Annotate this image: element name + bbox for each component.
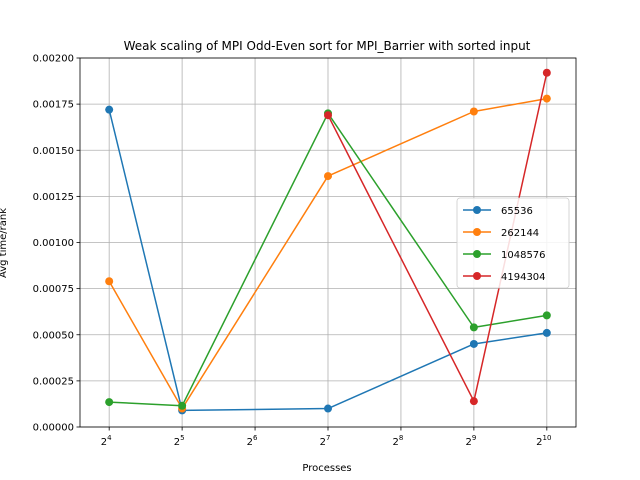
series-4194304 [324, 68, 551, 406]
data-point [542, 94, 551, 103]
y-tick-label: 0.00075 [33, 284, 74, 295]
x-tick-label: 210 [536, 434, 551, 448]
legend-swatch-marker [473, 272, 481, 280]
legend-label: 4194304 [501, 272, 546, 283]
data-point [324, 404, 332, 413]
x-tick-label: 24 [101, 434, 112, 448]
legend-group: 65536 262144 1048576 4194304 [456, 197, 570, 289]
x-axis-label: Processes [302, 463, 351, 474]
y-tick-label: 0.00050 [33, 330, 74, 341]
x-tick-label: 27 [320, 434, 331, 448]
data-point [542, 311, 551, 320]
series-65536 [105, 105, 551, 415]
legend-label: 262144 [501, 228, 539, 239]
data-point [469, 107, 478, 116]
chart-title: Weak scaling of MPI Odd-Even sort for MP… [124, 39, 531, 53]
legend-swatch-marker [473, 206, 481, 214]
x-tick-label: 26 [247, 434, 258, 448]
grid-group [80, 57, 576, 428]
legend-label: 1048576 [501, 250, 546, 261]
y-tick-label: 0.00150 [33, 146, 74, 157]
axes-group: 0.00000 0.00025 0.00050 0.00075 0.00100 0.001… [33, 54, 577, 448]
data-point [105, 277, 114, 286]
legend-swatch-marker [473, 250, 481, 258]
x-tick-label: 25 [174, 434, 185, 448]
data-point [469, 397, 478, 406]
data-point [542, 328, 551, 337]
y-tick-label: 0.00025 [33, 376, 74, 387]
data-point [469, 323, 478, 332]
x-tick-label: 29 [465, 434, 476, 448]
data-point [324, 172, 332, 181]
data-point [105, 398, 114, 407]
data-point [542, 68, 551, 77]
x-tick-label: 28 [393, 434, 404, 448]
legend-label: 65536 [501, 206, 533, 217]
y-tick-label: 0.00125 [33, 192, 74, 203]
y-tick-label: 0.00175 [33, 100, 74, 111]
legend-swatch-marker [473, 228, 481, 236]
y-tick-label: 0.00200 [33, 54, 74, 65]
y-tick-label: 0.00100 [33, 238, 74, 249]
plot-frame [79, 57, 577, 428]
data-point [178, 401, 187, 410]
y-axis-label: Avg time/rank [0, 208, 9, 278]
data-point [105, 105, 114, 114]
y-tick-label: 0.00000 [33, 423, 74, 434]
data-point [324, 111, 332, 120]
series-group [105, 68, 551, 415]
legend-box [456, 197, 570, 289]
data-point [469, 339, 478, 348]
